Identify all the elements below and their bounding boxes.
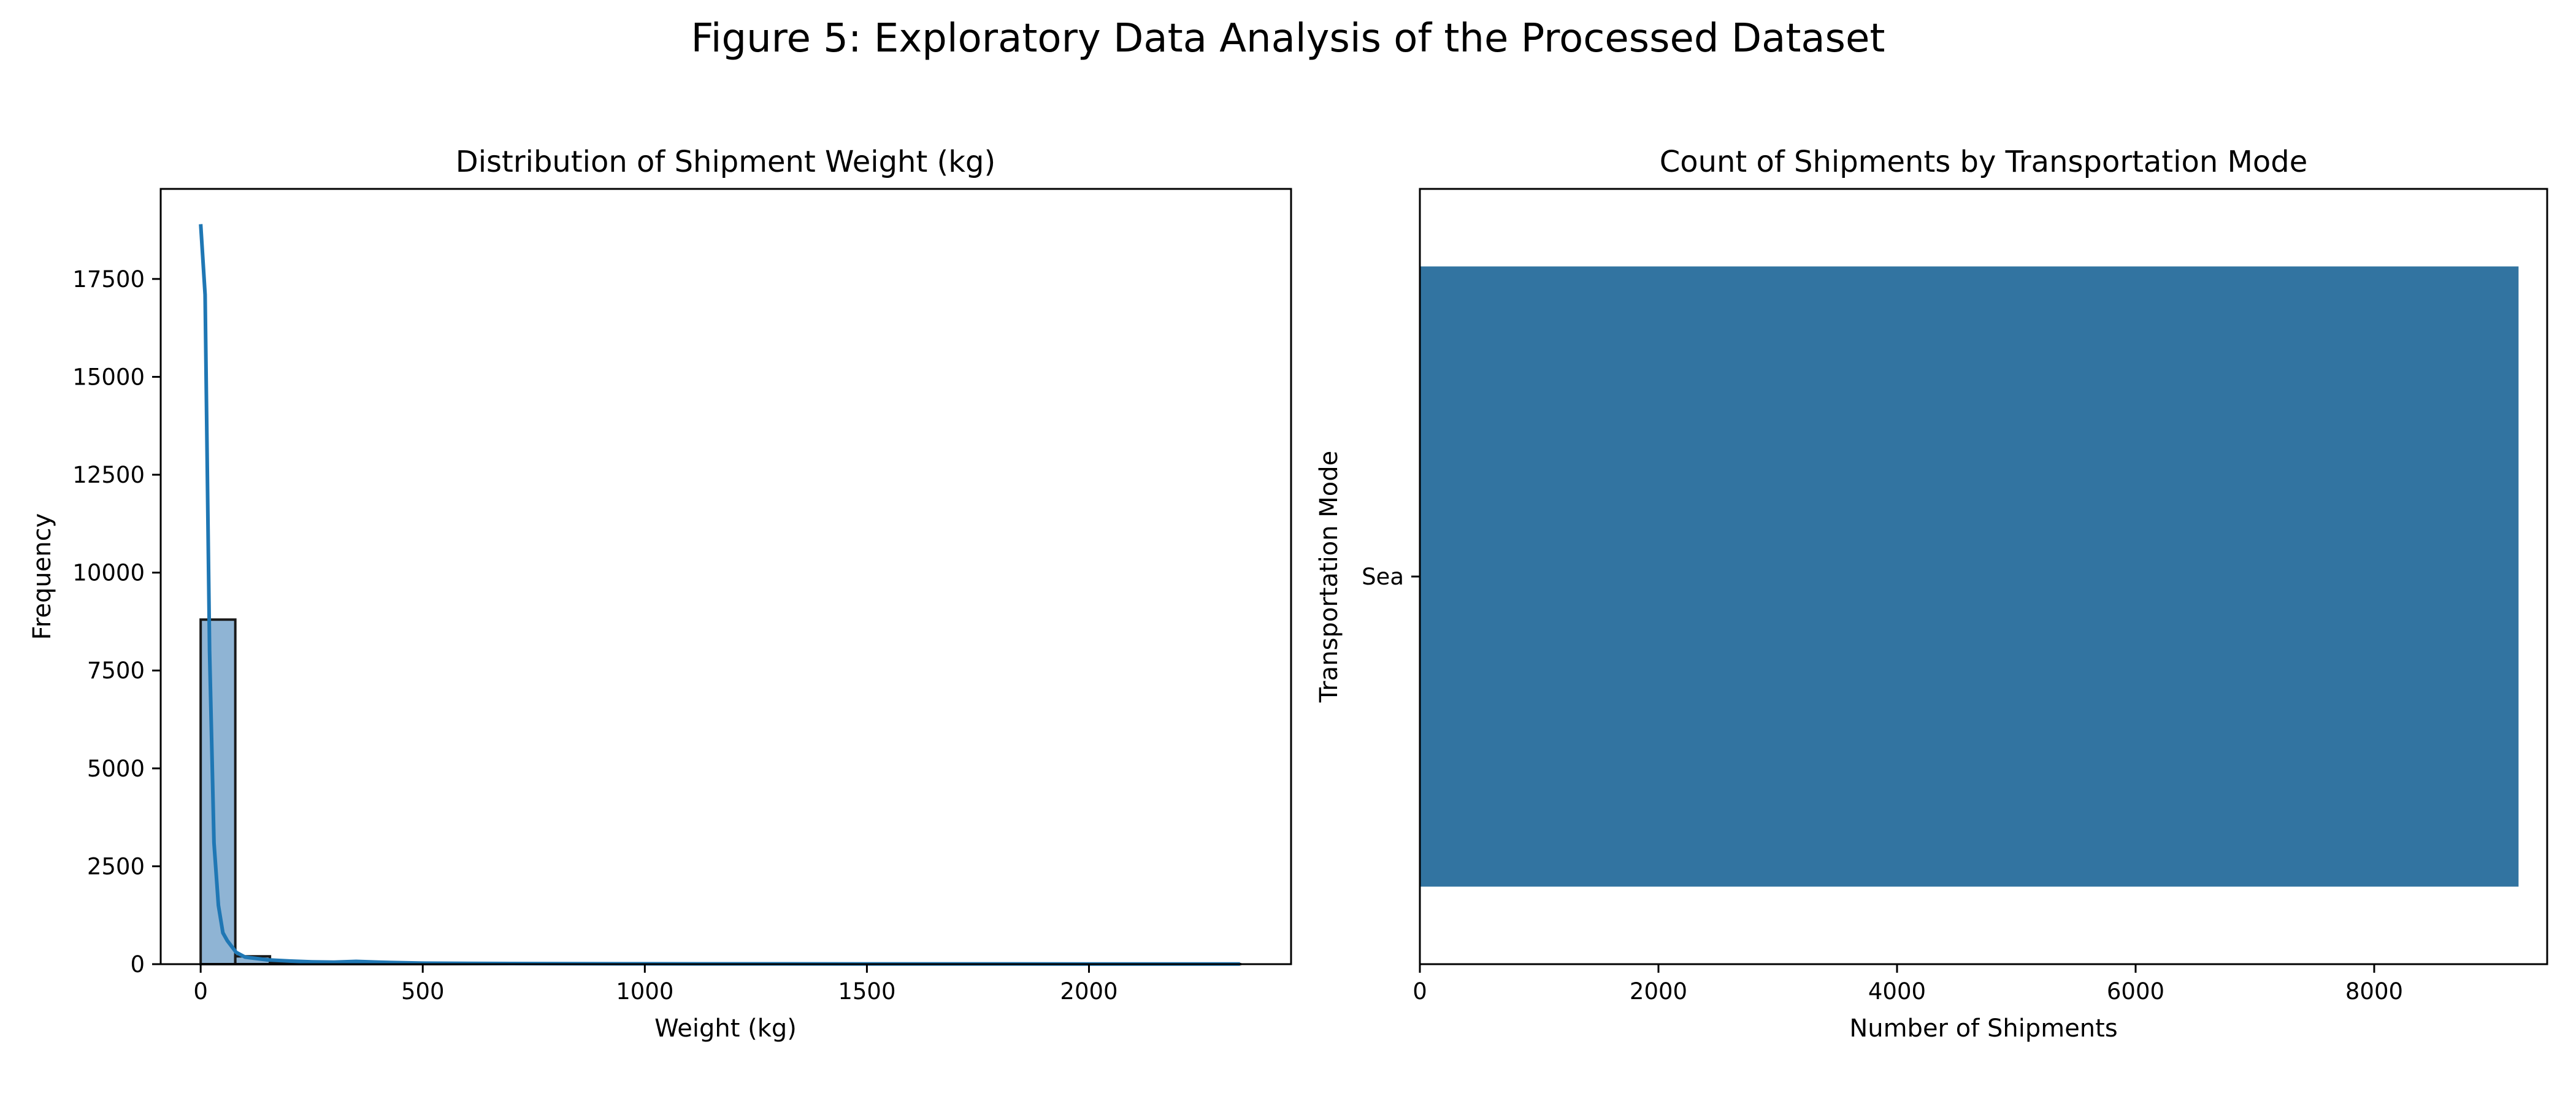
mode-count-panel: Count of Shipments by Transportation Mod…: [1315, 145, 2548, 1043]
mode-y-tick-label: Sea: [1362, 564, 1404, 590]
histogram-x-ticks: 0 500 1000 1500 2000: [193, 964, 1118, 1005]
histogram-x-tick-label: 2000: [1060, 978, 1117, 1005]
histogram-title: Distribution of Shipment Weight (kg): [456, 145, 996, 179]
mode-axes-frame: [1419, 188, 2548, 965]
figure-title: Figure 5: Exploratory Data Analysis of t…: [691, 16, 1885, 61]
histogram-x-tick-label: 500: [401, 978, 445, 1005]
histogram-y-tick-label: 12500: [72, 462, 145, 488]
mode-bar-sea: [1420, 266, 2519, 887]
kde-line: [199, 224, 1240, 966]
histogram-y-tick-label: 15000: [72, 364, 145, 390]
histogram-x-tick-label: 0: [193, 978, 208, 1005]
histogram-y-tick-label: 17500: [72, 266, 145, 293]
histogram-y-label: Frequency: [28, 513, 56, 640]
mode-x-tick-label: 4000: [1868, 978, 1926, 1005]
histogram-y-tick-label: 2500: [87, 853, 145, 880]
histogram-y-tick-label: 10000: [72, 560, 145, 586]
mode-x-tick-label: 6000: [2107, 978, 2164, 1005]
histogram-y-tick-label: 5000: [87, 756, 145, 782]
histogram-axes-frame: [159, 188, 1292, 965]
histogram-x-tick-label: 1000: [616, 978, 673, 1005]
mode-x-tick-label: 0: [1413, 978, 1427, 1005]
mode-y-label: Transportation Mode: [1315, 451, 1343, 703]
histogram-x-tick-label: 1500: [838, 978, 895, 1005]
mode-x-tick-label: 8000: [2345, 978, 2403, 1005]
histogram-y-ticks: 0 2500 5000 7500 10000 12500 15000 17500: [72, 266, 161, 978]
histogram-panel: Distribution of Shipment Weight (kg) 0 50…: [28, 145, 1292, 1043]
mode-x-label: Number of Shipments: [1849, 1014, 2117, 1043]
histogram-y-tick-label: 0: [130, 951, 145, 978]
histogram-y-tick-label: 7500: [87, 657, 145, 684]
histogram-x-label: Weight (kg): [654, 1014, 797, 1043]
histogram-bars: [199, 618, 1241, 966]
mode-x-ticks: 0 2000 4000 6000 8000: [1413, 964, 2403, 1005]
mode-count-title: Count of Shipments by Transportation Mod…: [1660, 145, 2308, 179]
mode-bars: [1420, 266, 2519, 887]
mode-x-tick-label: 2000: [1630, 978, 1687, 1005]
mode-y-ticks: Sea: [1362, 564, 1420, 590]
